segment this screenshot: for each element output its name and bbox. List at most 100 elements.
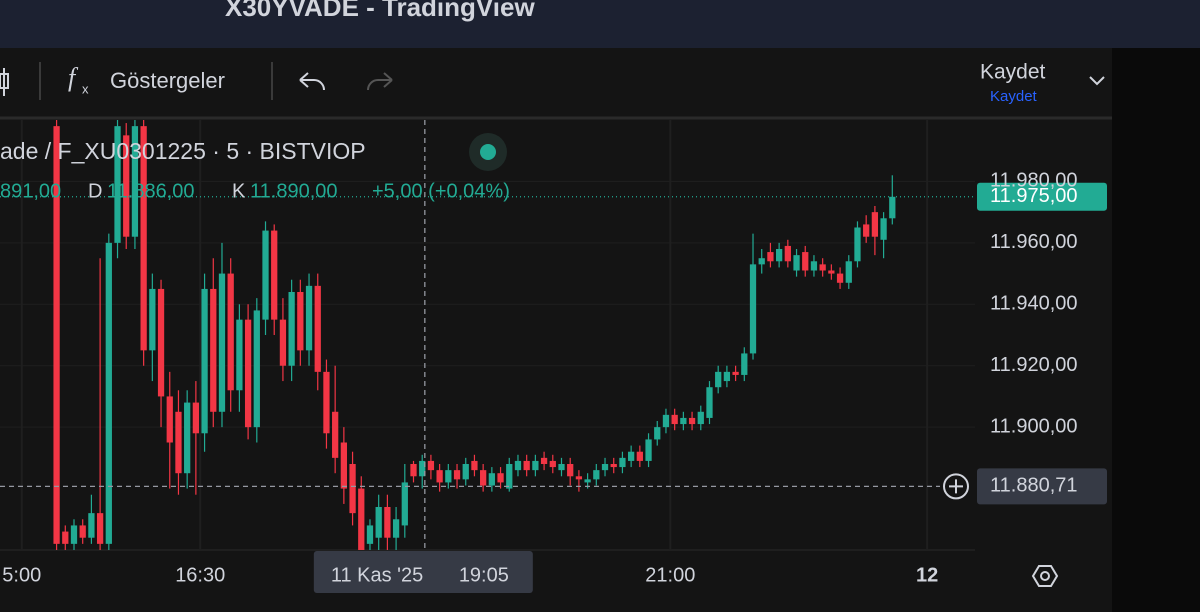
candle-body [123, 135, 130, 237]
candle-body [784, 245, 791, 262]
candle-body [802, 252, 809, 271]
candle-body [157, 288, 165, 397]
candle-body [662, 414, 670, 428]
y-tick-label: 11.960,00 [990, 231, 1078, 253]
candle-body [358, 488, 365, 550]
candle-body [314, 285, 321, 372]
save-menu-chevron[interactable] [1089, 76, 1105, 86]
legend-change: +5,00 (+0,04%) [372, 180, 510, 202]
candle-body [654, 427, 661, 440]
crosshair-price-badge [977, 468, 1107, 505]
candle-body [375, 507, 382, 538]
candle-body [253, 310, 260, 428]
y-tick-label: 11.920,00 [990, 354, 1078, 376]
undo-button[interactable] [299, 72, 325, 91]
crosshair-date-label: 11 Kas '25 [331, 564, 423, 586]
crosshair-price-label: 11.880,71 [990, 475, 1078, 497]
candle-body [488, 473, 495, 486]
symbol-title: ade / F_XU0301225 · 5 · BISTVIOP [0, 138, 366, 164]
y-tick-label: 11.980,00 [990, 170, 1078, 192]
candle-body [697, 411, 704, 425]
candle-body [427, 460, 435, 471]
candle-body [410, 464, 417, 477]
candle-body [540, 457, 548, 464]
candle-body [210, 288, 217, 412]
x-tick-label: 5:00 [2, 564, 41, 586]
candle-body [201, 288, 208, 434]
y-tick-label: 11.940,00 [990, 293, 1078, 315]
candle-body [114, 126, 121, 243]
candle-body [715, 371, 722, 388]
title-bar [0, 0, 1200, 48]
add-alert-button[interactable] [943, 473, 969, 500]
candle-body [593, 470, 600, 480]
x-tick-label: 21:00 [645, 564, 695, 586]
x-tick-label: 12 [916, 564, 938, 586]
candle-body [828, 270, 835, 274]
save-button[interactable]: Kaydet Kaydet [980, 61, 1046, 105]
candle-body [532, 460, 539, 471]
settings-button[interactable] [1031, 565, 1059, 587]
candle-body [767, 252, 774, 262]
candle-body [645, 439, 652, 461]
candle-body [236, 319, 243, 391]
candle-body [436, 470, 443, 483]
legend-close: 11.890,00 [250, 180, 338, 202]
candle-body [401, 482, 408, 526]
candle-body [88, 513, 95, 538]
candle-body [297, 292, 304, 351]
candle-body [575, 476, 583, 480]
candle-body [723, 371, 731, 382]
fx-icon: f [68, 63, 79, 92]
save-sublabel: Kaydet [990, 88, 1038, 105]
candle-body [453, 470, 461, 480]
candle-body [366, 525, 374, 544]
indicators-button[interactable]: f x Göstergeler [68, 63, 225, 96]
candle-body [732, 371, 739, 375]
window-title: X30YVADE - TradingView [225, 0, 535, 22]
candle-body [636, 451, 643, 461]
candle-body [192, 402, 200, 434]
candle-body [62, 531, 69, 544]
crosshair-time-label: 19:05 [459, 564, 509, 586]
candle-body [175, 411, 182, 474]
candle-body [70, 525, 78, 544]
chart-type-button[interactable] [0, 68, 9, 96]
candle-body [149, 288, 156, 351]
candle-body [79, 525, 86, 538]
legend-low: 11.886,00 [107, 180, 195, 202]
candle-body [880, 218, 887, 240]
candle-body [218, 273, 226, 412]
candle-body [271, 230, 278, 320]
candle-body [584, 479, 591, 483]
candle-body [96, 513, 104, 544]
candle-body [462, 464, 469, 480]
candle-body [671, 414, 678, 425]
candle-body [741, 353, 748, 375]
x-tick-label: 16:30 [175, 564, 225, 586]
candle-body [775, 249, 783, 262]
candle-body [166, 396, 173, 443]
candle-body [497, 473, 504, 483]
candle-body [445, 470, 452, 483]
candle-body [819, 264, 826, 271]
last-price-label: 11.975,00 [990, 185, 1078, 207]
save-label: Kaydet [980, 61, 1046, 84]
candle-body [889, 196, 896, 219]
market-status[interactable] [480, 144, 496, 160]
candle-body [131, 126, 139, 237]
fx-icon-x: x [82, 81, 89, 96]
candle-body [323, 371, 330, 434]
candle-body [244, 319, 252, 428]
candle-body [140, 126, 147, 351]
candle-body [184, 402, 191, 474]
candle-body [558, 464, 565, 471]
add-alert-icon [949, 479, 963, 494]
indicators-label: Göstergeler [110, 68, 225, 93]
candle-body [628, 451, 635, 461]
candle-body [392, 519, 400, 538]
candle-body [688, 417, 696, 425]
redo-button[interactable] [367, 72, 393, 91]
candle-body [332, 411, 339, 458]
